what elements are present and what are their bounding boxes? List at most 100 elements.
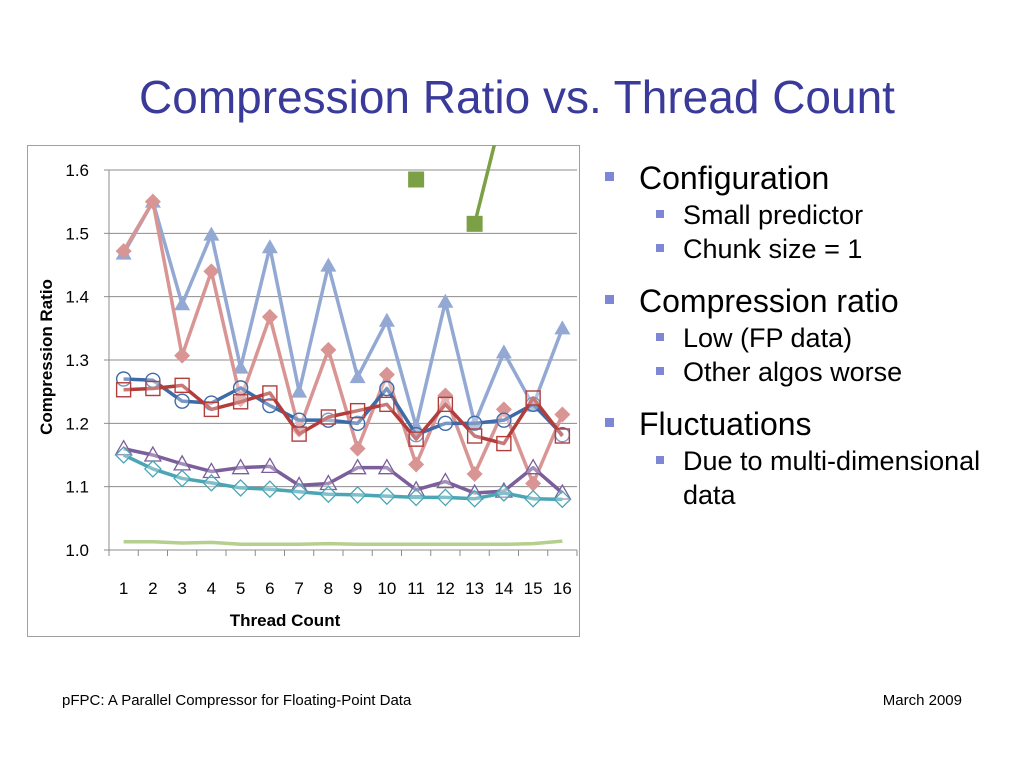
data-point-diamond xyxy=(437,387,454,404)
data-point-square xyxy=(145,380,161,397)
series-line xyxy=(472,145,497,225)
bullet-item: Configuration xyxy=(603,158,1003,198)
data-point-diamond xyxy=(319,485,338,504)
x-tick-label: 2 xyxy=(148,579,157,598)
series xyxy=(115,377,571,452)
bullet-text: Due to multi-dimensional data xyxy=(683,446,981,510)
data-point-triangle xyxy=(231,458,250,475)
data-point-triangle xyxy=(348,458,367,475)
data-point-square xyxy=(349,402,366,419)
data-point-square xyxy=(203,401,220,418)
data-point-diamond xyxy=(144,193,161,210)
data-point-triangle xyxy=(349,369,366,384)
data-point-diamond xyxy=(436,488,455,507)
data-point-diamond xyxy=(348,485,367,504)
x-axis-ticks: 1 2 3 4 5 6 7 8 9 10 11 12 13 14 15 16 xyxy=(119,579,572,598)
data-point-square xyxy=(437,396,454,413)
bullet-item: Fluctuations xyxy=(603,404,1003,444)
y-tick-label: 1.0 xyxy=(65,541,89,560)
data-point-triangle xyxy=(202,462,221,479)
bullet-text: Small predictor xyxy=(683,200,864,230)
data-point-triangle xyxy=(261,239,278,254)
data-point-diamond xyxy=(408,456,425,473)
sub-bullet-item: Due to multi-dimensional data xyxy=(603,444,1003,512)
series xyxy=(408,145,497,232)
data-point-square xyxy=(379,396,395,413)
data-point-diamond xyxy=(525,475,542,492)
data-point-triangle xyxy=(436,472,455,489)
data-point-diamond xyxy=(290,482,309,501)
data-point-square xyxy=(408,171,425,188)
data-point-diamond xyxy=(349,440,366,457)
data-point-triangle xyxy=(437,293,454,308)
x-tick-label: 3 xyxy=(177,579,186,598)
x-tick-label: 6 xyxy=(265,579,274,598)
data-point-circle xyxy=(466,415,483,432)
data-point-square xyxy=(496,435,512,452)
bullet-text: Configuration xyxy=(639,160,830,196)
data-point-diamond xyxy=(465,489,484,508)
y-tick-label: 1.6 xyxy=(65,161,89,180)
bullet-marker-icon xyxy=(656,210,664,218)
bullet-text: Fluctuations xyxy=(639,406,812,442)
data-point-diamond xyxy=(231,479,250,497)
y-tick-label: 1.5 xyxy=(65,224,89,243)
data-point-triangle xyxy=(203,226,220,241)
data-point-diamond xyxy=(174,347,191,364)
data-point-square xyxy=(262,385,278,401)
series-line xyxy=(123,446,564,495)
bullet-list: Configuration Small predictor Chunk size =… xyxy=(603,158,1003,512)
data-point-diamond xyxy=(114,446,133,464)
chart-frame xyxy=(27,145,580,637)
x-tick-label: 9 xyxy=(353,579,362,598)
bullet-marker-icon xyxy=(656,244,664,252)
bullet-marker-icon xyxy=(656,333,664,341)
sub-bullet-item: Chunk size = 1 xyxy=(603,232,1003,266)
data-point-circle xyxy=(349,415,366,432)
data-point-triangle xyxy=(320,257,337,272)
data-point-diamond xyxy=(173,469,192,488)
sub-bullet-item: Other algos worse xyxy=(603,355,1003,389)
bullet-marker-icon xyxy=(605,295,614,304)
bullet-text: Other algos worse xyxy=(683,357,903,387)
y-axis-title: Compression Ratio xyxy=(37,279,56,435)
series xyxy=(123,539,563,547)
data-point-square xyxy=(115,382,132,398)
data-point-diamond xyxy=(466,466,483,482)
data-point-triangle xyxy=(232,359,249,374)
data-point-square xyxy=(320,409,337,425)
x-tick-label: 11 xyxy=(407,579,425,598)
data-point-diamond xyxy=(494,484,513,502)
data-point-square xyxy=(174,377,190,394)
data-point-diamond xyxy=(524,489,543,508)
series-line xyxy=(123,383,564,446)
data-point-circle xyxy=(437,415,454,432)
y-tick-label: 1.3 xyxy=(65,351,89,370)
bullet-text: Chunk size = 1 xyxy=(683,234,863,264)
line-chart: 1.0 1.1 1.2 1.3 1.4 1.5 1.6 1 2 3 4 5 6 7 8 9 10 11 12 13 1… xyxy=(27,145,580,637)
y-axis-ticks: 1.0 1.1 1.2 1.3 1.4 1.5 1.6 xyxy=(65,161,89,560)
data-point-triangle xyxy=(524,458,543,475)
series xyxy=(114,446,572,509)
data-point-diamond xyxy=(202,473,221,492)
data-point-diamond xyxy=(203,263,220,280)
data-point-circle xyxy=(174,393,190,409)
slide-title: Compression Ratio vs. Thread Count xyxy=(139,71,895,123)
series-line xyxy=(122,199,564,486)
footer-title: pFPC: A Parallel Compressor for Floating… xyxy=(62,692,412,709)
data-point-triangle xyxy=(378,312,395,327)
sub-bullet-item: Low (FP data) xyxy=(603,321,1003,355)
series-line xyxy=(122,453,563,502)
footer-date: March 2009 xyxy=(882,692,962,709)
x-tick-label: 16 xyxy=(553,579,572,598)
bullet-marker-icon xyxy=(605,418,614,427)
data-point-triangle xyxy=(319,474,338,491)
chart-svg: 1.01.11.21.31.41.51.6 1 2 3 4 5 6 7 8 9 10 11 12 13 1… xyxy=(27,145,580,637)
data-point-diamond xyxy=(143,460,162,478)
data-point-square xyxy=(291,426,307,442)
x-tick-label: 14 xyxy=(494,579,513,598)
bullet-item: Compression ratio xyxy=(603,281,1003,321)
data-point-circle xyxy=(496,412,512,428)
x-tick-label: 15 xyxy=(524,579,543,598)
series-line xyxy=(123,539,563,547)
